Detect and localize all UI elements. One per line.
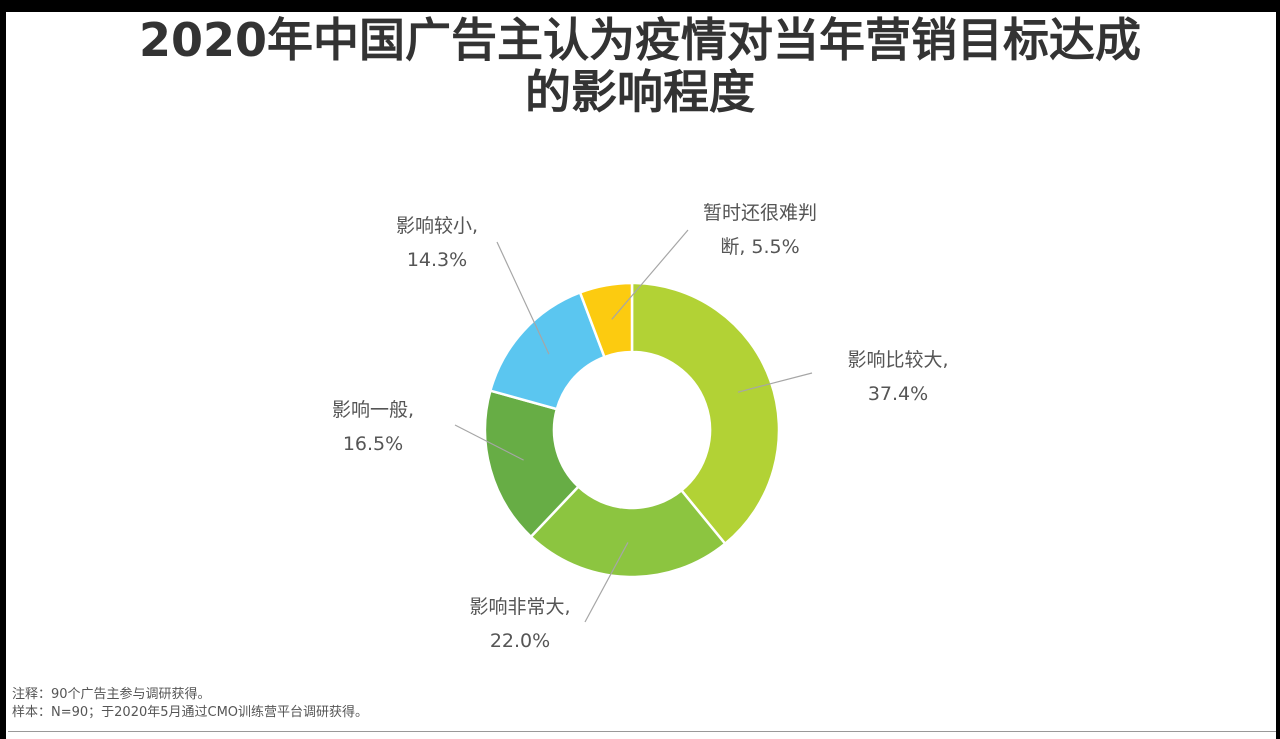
chart-title-line-1: 2020年中国广告主认为疫情对当年营销目标达成 <box>138 13 1142 67</box>
chart-title: 2020年中国广告主认为疫情对当年营销目标达成 的影响程度 <box>0 14 1280 118</box>
slice-label: 暂时还很难判 <box>703 202 817 224</box>
leader-line <box>454 424 524 461</box>
donut-slice <box>578 281 634 359</box>
slice-label: 影响非常大, <box>469 596 570 618</box>
slice-label: 22.0% <box>490 630 550 652</box>
leader-line <box>496 241 550 355</box>
leader-line <box>584 542 629 623</box>
donut-slice <box>529 484 727 579</box>
donut-slice <box>630 281 781 546</box>
slice-label: 影响较小, <box>396 215 478 237</box>
leader-line <box>611 229 689 320</box>
slice-label: 影响比较大, <box>847 349 948 371</box>
top-border <box>0 0 1280 12</box>
right-border <box>1276 0 1280 739</box>
slice-label: 14.3% <box>407 249 467 271</box>
slice-label: 影响一般, <box>332 399 414 421</box>
leader-line <box>737 372 813 393</box>
left-border <box>0 0 6 739</box>
slice-label: 16.5% <box>343 433 403 455</box>
sample-note: 样本：N=90；于2020年5月通过CMO训练营平台调研获得。 <box>12 705 369 720</box>
chart-title-line-2: 的影响程度 <box>525 65 755 119</box>
bottom-divider <box>8 731 1276 732</box>
slice-label: 断, 5.5% <box>720 236 799 258</box>
slice-label: 37.4% <box>868 383 928 405</box>
footnote: 注释：90个广告主参与调研获得。 <box>12 687 211 702</box>
